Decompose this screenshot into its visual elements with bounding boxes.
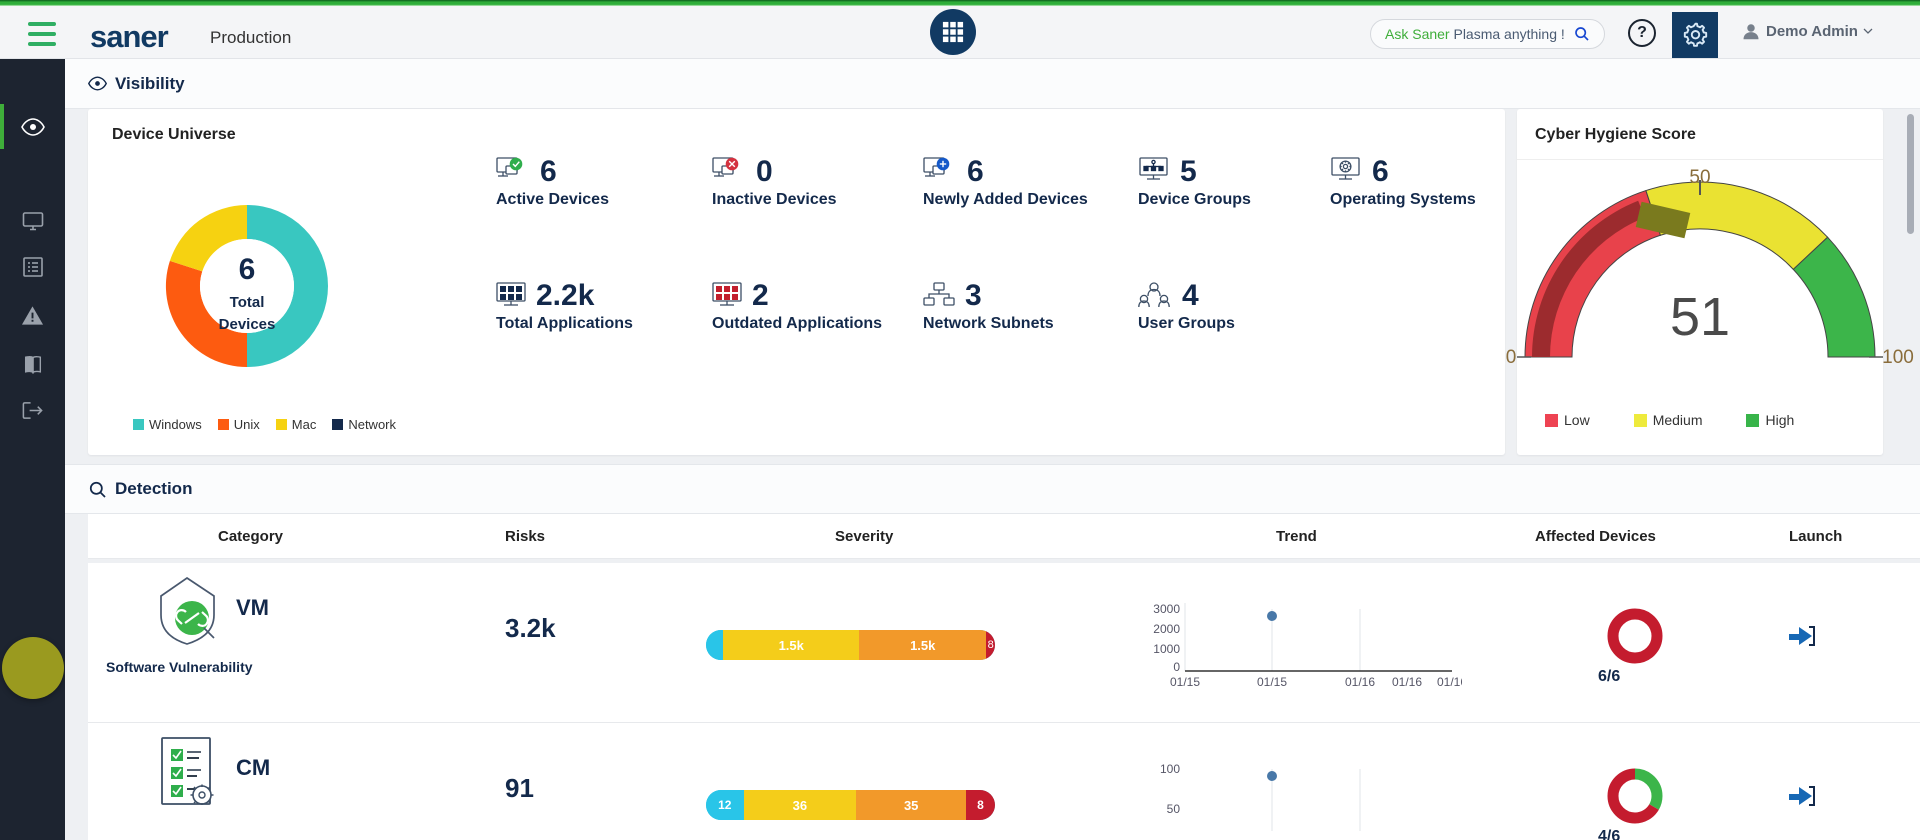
svg-text:100: 100	[1882, 347, 1914, 368]
svg-text:1000: 1000	[1153, 642, 1180, 656]
svg-text:51: 51	[1670, 287, 1730, 347]
svg-text:01/15: 01/15	[1257, 675, 1287, 689]
svg-text:3000: 3000	[1153, 602, 1180, 616]
svg-text:100: 100	[1160, 762, 1180, 776]
svg-text:50: 50	[1689, 167, 1710, 188]
svg-text:Devices: Devices	[219, 316, 276, 333]
svg-text:0: 0	[1506, 347, 1517, 368]
svg-text:01/16: 01/16	[1345, 675, 1375, 689]
svg-text:6: 6	[239, 253, 256, 286]
svg-text:01/16: 01/16	[1392, 675, 1422, 689]
svg-text:Total: Total	[230, 294, 265, 311]
svg-text:0: 0	[1173, 660, 1180, 674]
svg-text:50: 50	[1167, 802, 1181, 816]
svg-text:2000: 2000	[1153, 622, 1180, 636]
svg-text:01/15: 01/15	[1170, 675, 1200, 689]
svg-text:01/16: 01/16	[1437, 675, 1462, 689]
